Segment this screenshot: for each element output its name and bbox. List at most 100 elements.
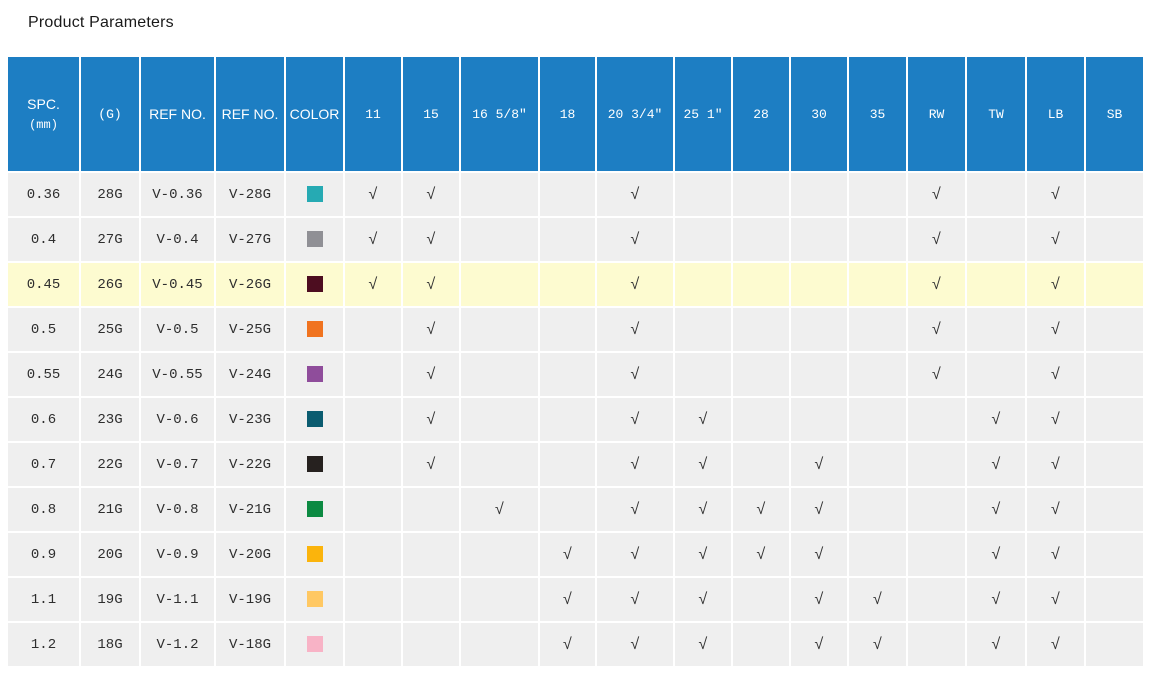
header-sublabel: (mm) <box>29 118 58 132</box>
cell-check-TW <box>967 353 1025 396</box>
cell-check-11 <box>345 398 401 441</box>
cell-check-RW: √ <box>908 173 965 216</box>
cell-check-18 <box>540 398 595 441</box>
check-mark-icon: √ <box>630 410 640 429</box>
header-cell-18: 18 <box>540 57 595 171</box>
check-mark-icon: √ <box>630 185 640 204</box>
cell-check-18 <box>540 263 595 306</box>
cell-check-TW: √ <box>967 488 1025 531</box>
header-cell-TW: TW <box>967 57 1025 171</box>
cell-check-LB: √ <box>1027 578 1084 621</box>
cell-check-20: √ <box>597 488 673 531</box>
cell-check-16 <box>461 398 538 441</box>
cell-color <box>286 578 343 621</box>
cell-check-SB <box>1086 263 1143 306</box>
header-cell-LB: LB <box>1027 57 1084 171</box>
cell-check-LB: √ <box>1027 308 1084 351</box>
cell-check-25 <box>675 263 731 306</box>
cell-check-RW: √ <box>908 263 965 306</box>
table-body: 0.36 28G V-0.36 V-28G √ √ √ √ √ 0.4 27G V-0.4 V-27G √… <box>8 173 1143 666</box>
cell-check-RW <box>908 533 965 576</box>
cell-color <box>286 533 343 576</box>
table-row: 0.36 28G V-0.36 V-28G √ √ √ √ √ <box>8 173 1143 216</box>
cell-check-11 <box>345 353 401 396</box>
check-mark-icon: √ <box>931 320 942 339</box>
cell-spc: 0.6 <box>8 398 79 441</box>
color-swatch <box>306 501 323 518</box>
cell-check-18: √ <box>540 623 595 666</box>
color-swatch <box>306 546 323 563</box>
check-mark-icon: √ <box>814 590 824 609</box>
check-mark-icon: √ <box>814 455 824 474</box>
cell-check-11 <box>345 308 401 351</box>
cell-check-20: √ <box>597 173 673 216</box>
cell-ref2: V-28G <box>216 173 284 216</box>
cell-check-16 <box>461 533 538 576</box>
cell-check-16 <box>461 578 538 621</box>
cell-check-15: √ <box>403 353 459 396</box>
cell-check-LB: √ <box>1027 173 1084 216</box>
cell-spc: 0.36 <box>8 173 79 216</box>
cell-check-35 <box>849 263 906 306</box>
table-row: 1.2 18G V-1.2 V-18G √ √ √ √ √ √ √ <box>8 623 1143 666</box>
cell-ref1: V-1.1 <box>141 578 214 621</box>
cell-check-30 <box>791 398 847 441</box>
cell-check-30 <box>791 263 847 306</box>
check-mark-icon: √ <box>630 320 640 339</box>
check-mark-icon: √ <box>630 230 640 249</box>
header-cell-16: 16 5/8″ <box>461 57 538 171</box>
cell-check-35 <box>849 353 906 396</box>
cell-ref1: V-1.2 <box>141 623 214 666</box>
cell-spc: 0.5 <box>8 308 79 351</box>
cell-check-RW <box>908 578 965 621</box>
color-swatch <box>306 366 323 383</box>
header-cell-SB: SB <box>1086 57 1143 171</box>
header-label: REF NO. <box>149 106 206 122</box>
check-mark-icon: √ <box>1050 185 1061 204</box>
cell-check-30 <box>791 308 847 351</box>
cell-check-28: √ <box>733 533 789 576</box>
cell-check-RW <box>908 443 965 486</box>
cell-g: 27G <box>81 218 139 261</box>
check-mark-icon: √ <box>562 635 573 654</box>
cell-check-11 <box>345 443 401 486</box>
check-mark-icon: √ <box>562 590 573 609</box>
cell-check-25: √ <box>675 578 731 621</box>
cell-check-18 <box>540 308 595 351</box>
cell-ref2: V-18G <box>216 623 284 666</box>
table-row: 0.9 20G V-0.9 V-20G √ √ √ √ √ √ √ <box>8 533 1143 576</box>
cell-check-28 <box>733 173 789 216</box>
check-mark-icon: √ <box>426 320 436 339</box>
cell-check-18 <box>540 443 595 486</box>
cell-spc: 0.45 <box>8 263 79 306</box>
cell-check-35 <box>849 173 906 216</box>
cell-check-20: √ <box>597 308 673 351</box>
check-mark-icon: √ <box>698 545 708 564</box>
cell-check-15 <box>403 578 459 621</box>
check-mark-icon: √ <box>1050 410 1061 429</box>
cell-check-16 <box>461 218 538 261</box>
check-mark-icon: √ <box>426 275 436 294</box>
cell-check-LB: √ <box>1027 623 1084 666</box>
cell-check-28 <box>733 398 789 441</box>
check-mark-icon: √ <box>1050 230 1061 249</box>
cell-check-SB <box>1086 623 1143 666</box>
cell-check-35 <box>849 308 906 351</box>
cell-check-35: √ <box>849 623 906 666</box>
cell-check-30 <box>791 218 847 261</box>
cell-ref2: V-26G <box>216 263 284 306</box>
cell-check-15: √ <box>403 443 459 486</box>
check-mark-icon: √ <box>368 275 378 294</box>
check-mark-icon: √ <box>1050 635 1061 654</box>
cell-check-16: √ <box>461 488 538 531</box>
cell-check-11: √ <box>345 218 401 261</box>
check-mark-icon: √ <box>872 590 883 609</box>
cell-check-20: √ <box>597 578 673 621</box>
cell-check-SB <box>1086 578 1143 621</box>
cell-ref1: V-0.45 <box>141 263 214 306</box>
cell-g: 26G <box>81 263 139 306</box>
cell-ref1: V-0.6 <box>141 398 214 441</box>
cell-check-25 <box>675 308 731 351</box>
cell-ref2: V-24G <box>216 353 284 396</box>
cell-ref1: V-0.4 <box>141 218 214 261</box>
